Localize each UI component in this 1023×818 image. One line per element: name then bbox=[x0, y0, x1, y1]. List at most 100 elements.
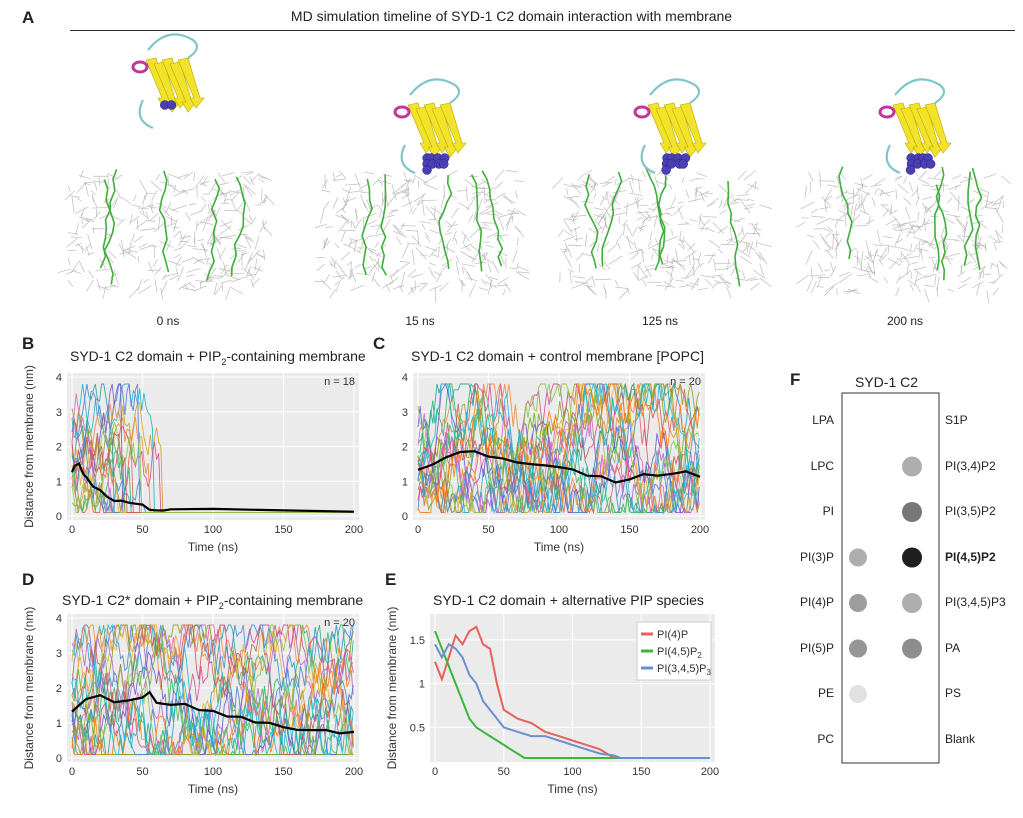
lipid-label-left: PI(5)P bbox=[799, 640, 834, 655]
frame-time-label: 15 ns bbox=[405, 314, 435, 328]
x-tick-label: 100 bbox=[550, 524, 568, 536]
x-axis-label: Time (ns) bbox=[188, 540, 238, 554]
spot-right bbox=[902, 593, 922, 613]
lipid-label-left: PI(4)P bbox=[799, 595, 834, 609]
y-tick-label: 3 bbox=[402, 407, 408, 419]
x-tick-label: 0 bbox=[69, 524, 75, 536]
lipid-label-left: LPA bbox=[812, 413, 834, 427]
trajectory-line bbox=[71, 657, 354, 756]
panel-b-letter: B bbox=[22, 334, 35, 353]
y-tick-label: 0 bbox=[402, 511, 408, 523]
trajectory-line bbox=[71, 421, 354, 513]
spot-left bbox=[849, 594, 867, 612]
trajectory-line bbox=[417, 382, 700, 514]
spot-left bbox=[849, 685, 867, 703]
spot-left bbox=[849, 548, 867, 567]
mean-trace bbox=[417, 450, 701, 484]
mean-trace bbox=[70, 462, 355, 513]
panel-f-title: SYD-1 C2 bbox=[855, 374, 919, 390]
x-tick-label: 100 bbox=[204, 524, 222, 536]
trajectory-line bbox=[417, 383, 700, 514]
spot-right bbox=[902, 638, 922, 659]
x-tick-label: 50 bbox=[136, 766, 148, 778]
x-tick-label: 0 bbox=[432, 766, 438, 778]
lipid-label-right: PS bbox=[945, 686, 962, 700]
trajectory-line bbox=[71, 624, 354, 757]
trajectory-line bbox=[417, 382, 700, 512]
chart-panel-D: 0 50 100 150 200 0 1 2 3 4 Time (ns) Distance from … bbox=[22, 607, 363, 796]
y-tick-label: 0 bbox=[56, 511, 62, 523]
mean-trace bbox=[71, 690, 355, 735]
series-line bbox=[434, 630, 710, 759]
lipid-label-left: PI(3)P bbox=[799, 549, 834, 564]
trajectory-line bbox=[417, 404, 700, 514]
md-frame-1 bbox=[314, 78, 530, 303]
chart-panel-C: 0 50 100 150 200 0 1 2 3 4 Time (ns) n = 20 bbox=[402, 372, 709, 554]
trajectory-line bbox=[417, 382, 700, 514]
panel-c-letter: C bbox=[373, 334, 386, 353]
x-tick-label: 150 bbox=[632, 766, 650, 778]
panel-c-title: SYD-1 C2 domain + control membrane [POPC… bbox=[411, 348, 704, 364]
y-axis-label: Distance from membrane (nm) bbox=[22, 607, 36, 770]
x-tick-label: 200 bbox=[345, 524, 363, 536]
x-axis-label: Time (ns) bbox=[547, 782, 597, 796]
x-tick-label: 200 bbox=[701, 766, 719, 778]
lipid-label-right: Blank bbox=[945, 731, 976, 746]
panel-e-title: SYD-1 C2 domain + alternative PIP specie… bbox=[433, 592, 704, 608]
trajectory-line bbox=[71, 624, 354, 756]
trajectory-line bbox=[417, 382, 700, 513]
panel-a-letter: A bbox=[22, 8, 35, 27]
frame-time-label: 200 ns bbox=[886, 314, 924, 328]
x-axis-label: Time (ns) bbox=[188, 782, 238, 796]
x-tick-label: 150 bbox=[274, 766, 292, 778]
lipid-label-left: PE bbox=[817, 686, 834, 700]
trajectory-line bbox=[71, 623, 354, 756]
x-tick-label: 100 bbox=[204, 766, 222, 778]
x-axis-label: Time (ns) bbox=[534, 540, 584, 554]
lipid-label-left: PI bbox=[822, 504, 834, 518]
spot-right bbox=[902, 502, 922, 522]
y-tick-label: 0 bbox=[56, 753, 62, 765]
trajectory-line bbox=[417, 383, 700, 514]
panel-d-letter: D bbox=[22, 570, 35, 589]
y-tick-label: 1 bbox=[56, 718, 62, 730]
trajectory-line bbox=[417, 409, 700, 514]
y-tick-label: 1 bbox=[56, 476, 62, 488]
y-tick-label: 2 bbox=[56, 683, 62, 695]
y-tick-label: 1 bbox=[419, 679, 425, 691]
y-tick-label: 3 bbox=[56, 407, 62, 419]
lipid-label-right: PI(4,5)P2 bbox=[945, 549, 996, 564]
x-tick-label: 50 bbox=[498, 766, 510, 778]
x-tick-label: 50 bbox=[482, 524, 494, 536]
spot-right bbox=[902, 456, 922, 477]
legend: PI(4)P PI(4,5)P2 PI(3,4,5)P3 bbox=[636, 621, 712, 681]
y-tick-label: 1 bbox=[402, 476, 408, 488]
x-tick-label: 150 bbox=[274, 524, 292, 536]
chart-panel-B: 0 50 100 150 200 0 1 2 3 4 Time (ns) Distance from … bbox=[22, 365, 363, 554]
lipid-label-left: LPC bbox=[810, 458, 834, 473]
x-tick-label: 50 bbox=[136, 524, 148, 536]
frame-time-label: 125 ns bbox=[641, 314, 679, 328]
y-tick-label: 4 bbox=[402, 372, 408, 384]
spot-right bbox=[902, 547, 922, 568]
legend-label: PI(4,5)P2 bbox=[657, 646, 702, 660]
panel-d-title: SYD-1 C2* domain + PIP2-containing membr… bbox=[62, 592, 364, 611]
frame-time-label: 0 ns bbox=[156, 314, 180, 328]
lipid-strip bbox=[841, 392, 940, 764]
md-frame-3 bbox=[795, 78, 1011, 304]
y-tick-label: 1.5 bbox=[410, 635, 425, 647]
panel-a-title-rule bbox=[70, 30, 1015, 31]
y-tick-label: 3 bbox=[56, 648, 62, 660]
trajectory-line bbox=[71, 624, 354, 757]
legend-label: PI(3,4,5)P3 bbox=[657, 663, 712, 677]
chart-panel-E: 0 50 100 150 200 0.5 1 1.5 Time (ns) Distance fro… bbox=[385, 607, 719, 796]
y-tick-label: 4 bbox=[56, 613, 62, 625]
md-frame-2 bbox=[551, 78, 773, 299]
md-frame-0 bbox=[57, 33, 275, 300]
n-label: n = 18 bbox=[324, 376, 355, 388]
x-tick-label: 100 bbox=[563, 766, 581, 778]
lipid-label-right: PA bbox=[945, 640, 961, 655]
lipid-label-left: PC bbox=[817, 731, 834, 746]
series-line bbox=[434, 642, 710, 759]
